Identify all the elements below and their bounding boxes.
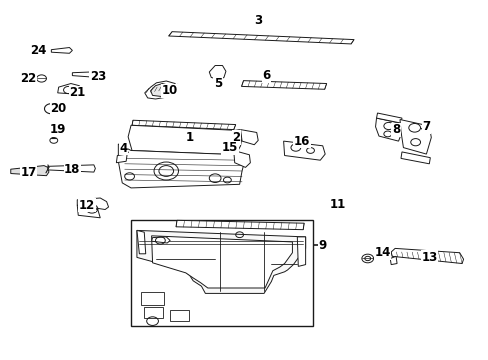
Polygon shape xyxy=(150,84,173,96)
Polygon shape xyxy=(233,150,250,167)
Polygon shape xyxy=(144,81,177,99)
Text: 9: 9 xyxy=(318,239,326,252)
Polygon shape xyxy=(151,236,292,288)
Text: 22: 22 xyxy=(20,72,37,85)
Polygon shape xyxy=(137,230,305,293)
Text: 23: 23 xyxy=(89,70,106,83)
Text: 21: 21 xyxy=(69,86,85,99)
Polygon shape xyxy=(400,152,429,164)
Text: 15: 15 xyxy=(221,141,238,154)
Text: 4: 4 xyxy=(119,142,127,155)
Text: 8: 8 xyxy=(391,123,399,136)
Polygon shape xyxy=(399,120,430,154)
Text: 5: 5 xyxy=(214,77,222,90)
Text: 12: 12 xyxy=(79,199,95,212)
Text: 11: 11 xyxy=(328,198,345,211)
Polygon shape xyxy=(241,81,326,89)
Text: 20: 20 xyxy=(50,102,67,115)
Polygon shape xyxy=(51,48,72,53)
Bar xyxy=(170,310,188,321)
Bar xyxy=(141,292,164,305)
Polygon shape xyxy=(137,230,145,254)
Polygon shape xyxy=(48,165,95,172)
Bar xyxy=(131,220,312,326)
Text: 1: 1 xyxy=(185,131,193,144)
Polygon shape xyxy=(297,237,305,266)
Polygon shape xyxy=(375,118,401,141)
Bar xyxy=(144,307,163,318)
Text: 2: 2 xyxy=(232,131,240,144)
Text: 13: 13 xyxy=(420,251,437,264)
Polygon shape xyxy=(390,248,463,264)
Polygon shape xyxy=(58,84,82,94)
Polygon shape xyxy=(77,198,108,210)
Text: 10: 10 xyxy=(162,84,178,97)
Polygon shape xyxy=(209,66,225,80)
Polygon shape xyxy=(77,205,100,218)
Polygon shape xyxy=(283,141,325,160)
Polygon shape xyxy=(376,113,401,123)
Text: 14: 14 xyxy=(373,246,390,259)
Polygon shape xyxy=(168,32,353,44)
Text: 18: 18 xyxy=(64,163,81,176)
Polygon shape xyxy=(132,120,235,130)
Polygon shape xyxy=(151,237,170,243)
Polygon shape xyxy=(176,220,304,230)
Text: 16: 16 xyxy=(293,135,310,148)
Polygon shape xyxy=(118,144,245,188)
Polygon shape xyxy=(11,166,49,176)
Text: 3: 3 xyxy=(254,14,262,27)
Text: 7: 7 xyxy=(422,120,429,133)
Text: 6: 6 xyxy=(262,69,270,82)
Polygon shape xyxy=(240,130,258,145)
Text: 24: 24 xyxy=(30,44,46,57)
Polygon shape xyxy=(72,72,93,77)
Text: 17: 17 xyxy=(20,166,37,179)
Text: 19: 19 xyxy=(49,123,66,136)
Polygon shape xyxy=(116,154,127,163)
Polygon shape xyxy=(128,125,242,155)
Polygon shape xyxy=(389,256,396,265)
